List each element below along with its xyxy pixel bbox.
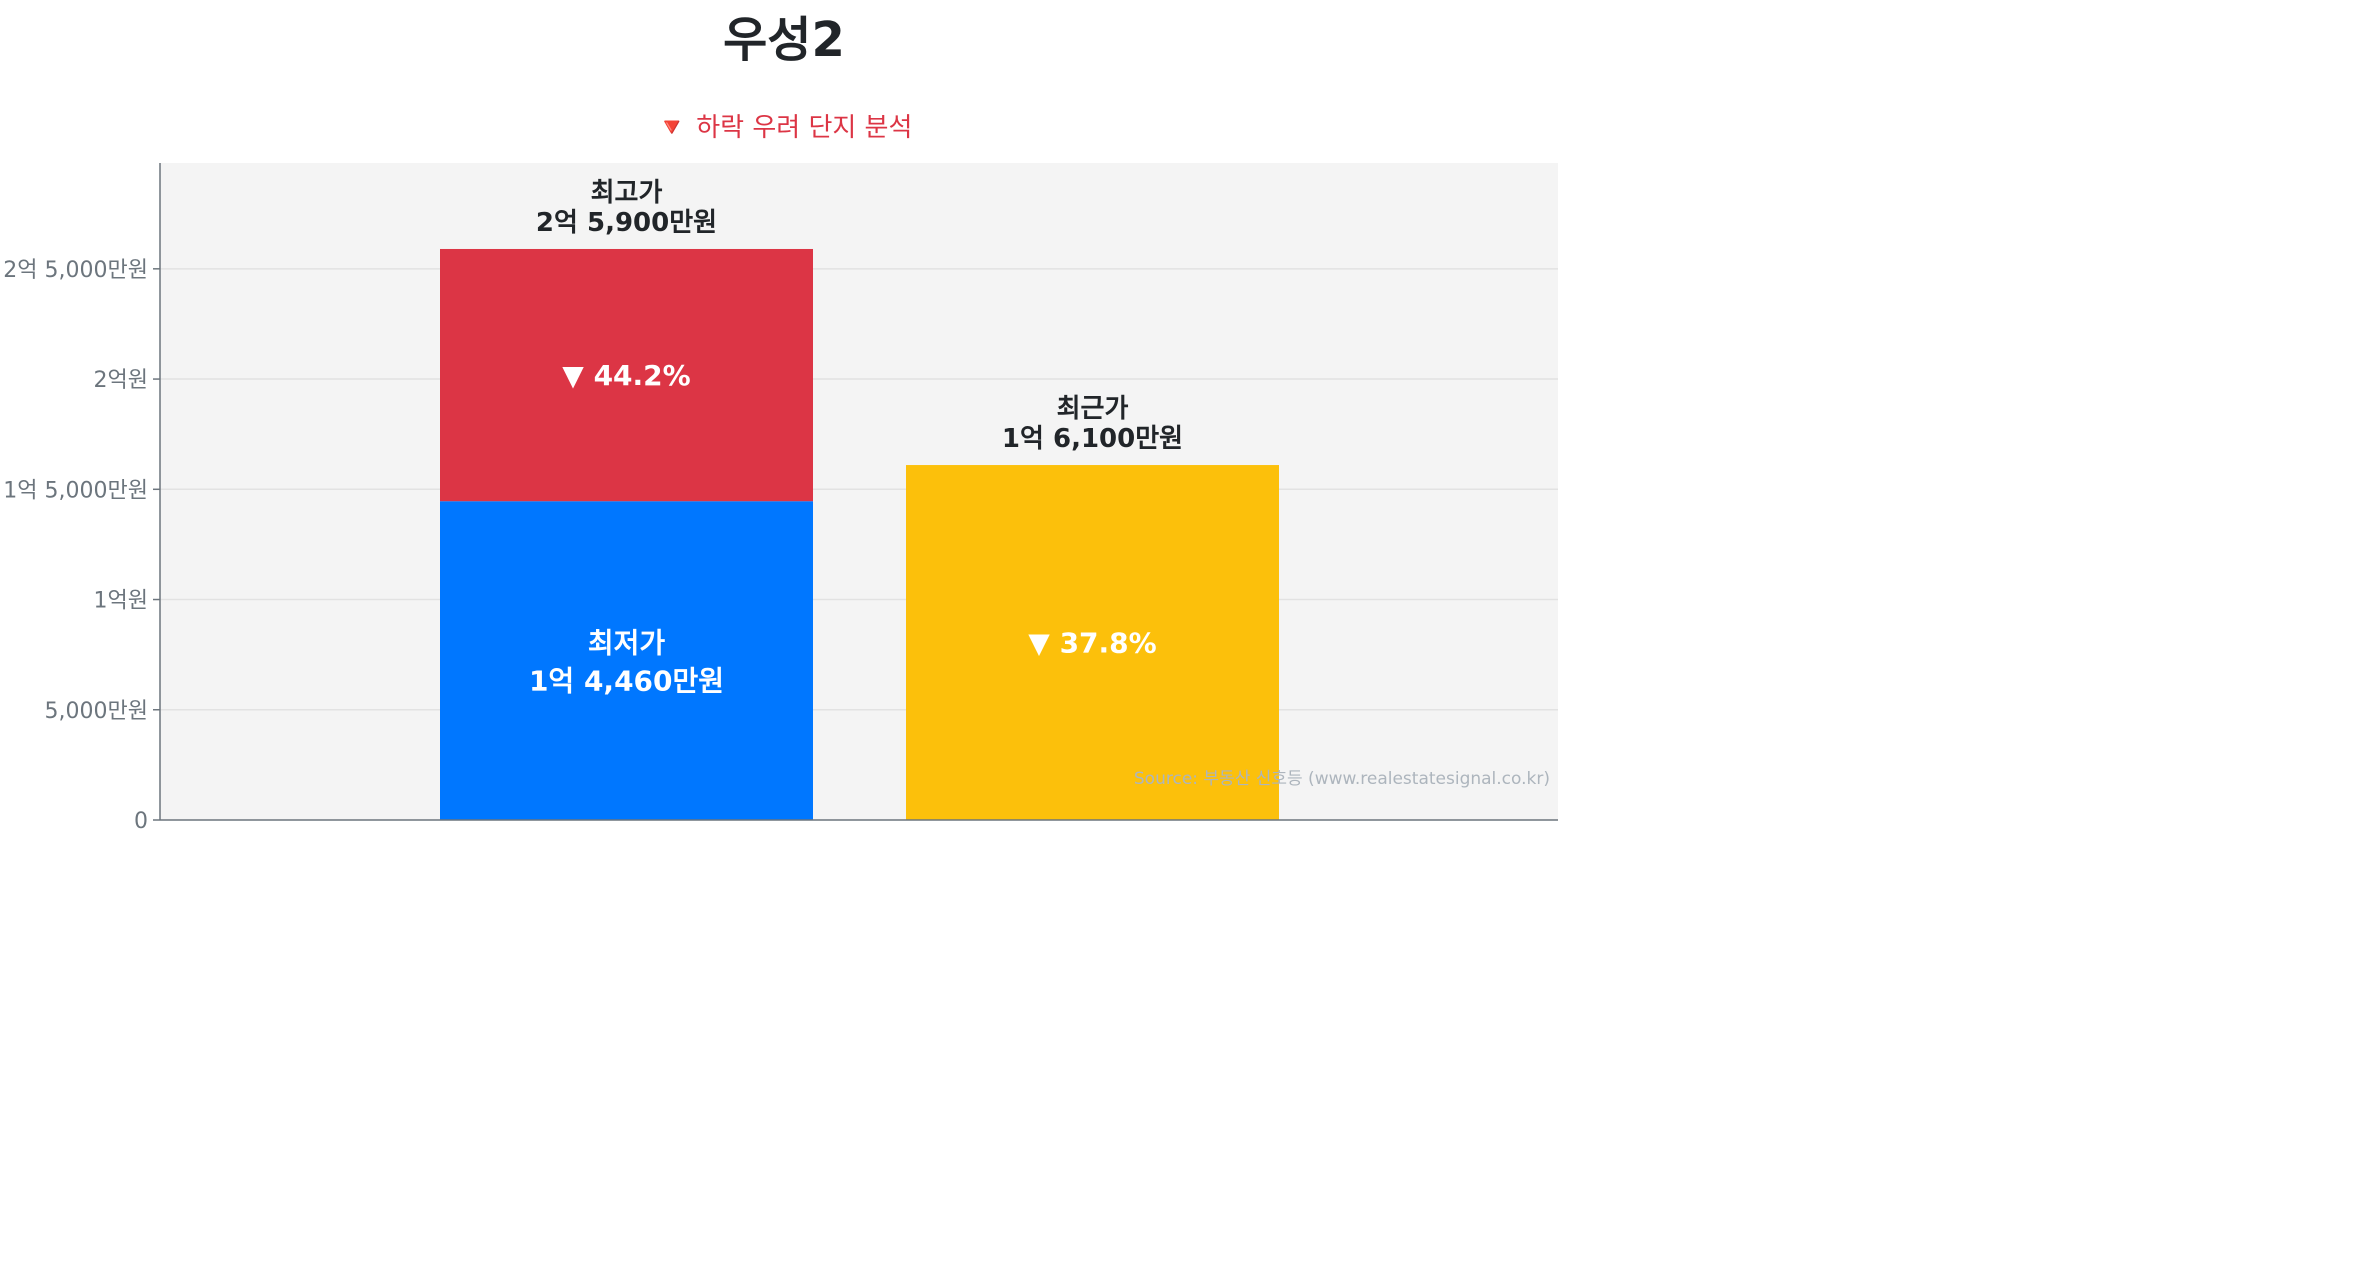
segment-label-recent: ▼ 37.8% — [1028, 627, 1156, 660]
y-tick-label: 2억 5,000만원 — [3, 258, 148, 283]
y-tick-label: 1억 5,000만원 — [3, 478, 148, 503]
bar-chart: 0 5,000만원 1억원 1억 5,000만원 2억원 2억 5,000만원 최저가 1억… — [3, 163, 1558, 834]
bar-segment-recent — [906, 465, 1279, 820]
y-tick-label: 2억원 — [94, 368, 148, 393]
y-tick-label: 1억원 — [94, 589, 148, 614]
bar-top-label: 최근가 — [1057, 394, 1129, 424]
bar-top-value: 2억 5,900만원 — [536, 208, 717, 238]
chart-subtitle: 🔻 하락 우려 단지 분석 — [655, 113, 913, 143]
y-tick-label: 5,000만원 — [45, 699, 148, 724]
plot-area — [160, 163, 1558, 820]
segment-label-drop: ▼ 44.2% — [562, 359, 690, 392]
bars — [440, 248, 1279, 820]
source-label: Source: 부동산 신호등 (www.realestatesignal.co… — [1134, 769, 1550, 789]
bar-top-label: 최고가 — [591, 178, 663, 208]
segment-value-lowest: 1억 4,460만원 — [529, 665, 724, 698]
gridlines — [160, 268, 1558, 711]
y-axis-ticks: 0 5,000만원 1억원 1억 5,000만원 2억원 2억 5,000만원 — [3, 258, 160, 834]
chart-title: 우성2 — [723, 12, 845, 68]
bar-top-value: 1억 6,100만원 — [1002, 424, 1183, 454]
segment-label-lowest: 최저가 — [588, 627, 666, 660]
bar-segment-drop — [440, 248, 813, 502]
y-tick-label: 0 — [134, 809, 148, 834]
bar-segment-lowest — [440, 501, 813, 820]
